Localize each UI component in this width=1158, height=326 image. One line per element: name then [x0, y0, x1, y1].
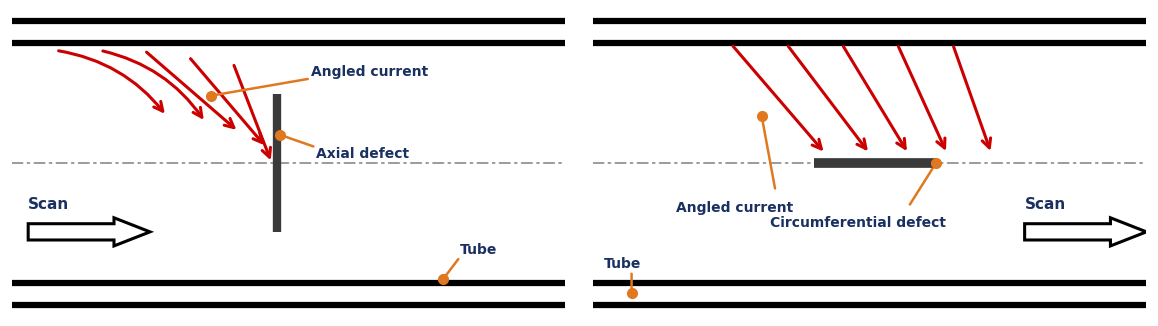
Text: Scan: Scan	[28, 197, 69, 212]
FancyArrow shape	[28, 218, 151, 246]
Text: Scan: Scan	[1025, 197, 1065, 212]
Text: Tube: Tube	[460, 243, 497, 257]
Text: Axial defect: Axial defect	[316, 147, 409, 161]
Text: Angled current: Angled current	[310, 65, 427, 79]
Text: Tube: Tube	[604, 257, 642, 271]
FancyArrow shape	[1025, 218, 1146, 246]
Text: Circumferential defect: Circumferential defect	[770, 216, 946, 230]
Text: Angled current: Angled current	[676, 200, 793, 215]
